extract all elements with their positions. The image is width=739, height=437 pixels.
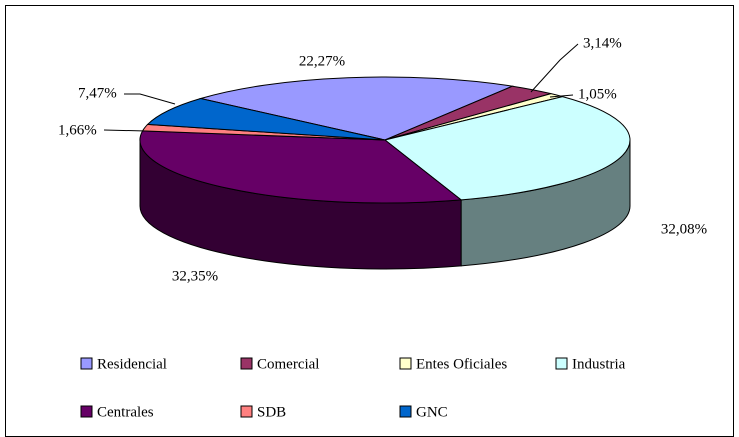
- data-label: 32,08%: [661, 221, 707, 237]
- leader-line: [124, 93, 176, 105]
- legend-swatch: [80, 357, 93, 370]
- legend-label: SDB: [257, 404, 286, 420]
- slice: [139, 130, 463, 204]
- data-label: 7,47%: [78, 85, 117, 101]
- legend-label: Comercial: [257, 356, 319, 372]
- legend-label: Entes Oficiales: [416, 356, 507, 372]
- data-label: 1,05%: [578, 86, 617, 102]
- data-label: 22,27%: [299, 53, 345, 69]
- slice: [198, 76, 515, 141]
- legend-swatch: [240, 357, 253, 370]
- slice: [383, 96, 631, 201]
- legend-swatch: [555, 357, 568, 370]
- legend-swatch: [80, 405, 93, 418]
- data-label: 32,35%: [172, 268, 218, 284]
- legend-label: Centrales: [97, 404, 154, 420]
- legend-swatch: [240, 405, 253, 418]
- data-label: 1,66%: [58, 122, 97, 138]
- legend-swatch: [399, 405, 412, 418]
- data-label: 3,14%: [583, 35, 622, 51]
- leader-line: [549, 94, 574, 98]
- legend-swatch: [399, 357, 412, 370]
- legend-label: Residencial: [97, 356, 167, 372]
- leader-line: [530, 43, 579, 93]
- slice: [146, 97, 386, 141]
- legend-label: GNC: [416, 404, 448, 420]
- leader-line: [103, 129, 147, 132]
- legend-label: Industria: [572, 356, 626, 372]
